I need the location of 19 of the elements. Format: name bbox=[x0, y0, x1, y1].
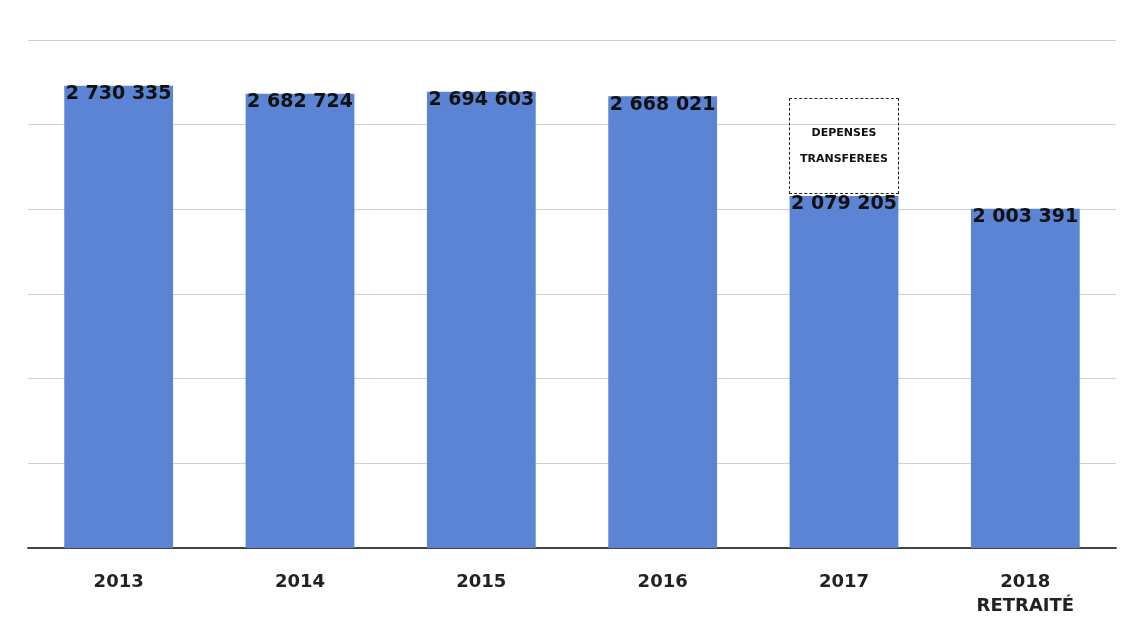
data-label: 2 682 724 bbox=[247, 89, 353, 112]
bar bbox=[426, 91, 536, 548]
dashed-text-box: DEPENSES TRANSFEREES bbox=[789, 97, 899, 194]
data-label: 2 668 021 bbox=[609, 91, 716, 114]
x-tick-label: 2015 bbox=[456, 569, 507, 591]
data-label: 2 079 205 bbox=[791, 191, 897, 214]
bar bbox=[970, 208, 1080, 548]
x-tick-label: 2016 bbox=[637, 569, 688, 591]
x-tick-label: 2017 bbox=[818, 569, 870, 591]
data-label: 2 003 391 bbox=[972, 204, 1079, 227]
x-tick-label: 2014 bbox=[274, 569, 326, 591]
data-label: 2 694 603 bbox=[428, 87, 535, 110]
x-tick-label: 2013 bbox=[93, 569, 144, 591]
data-label: 2 730 335 bbox=[65, 81, 172, 104]
bar bbox=[64, 85, 174, 548]
bar bbox=[245, 93, 355, 548]
bar bbox=[789, 195, 899, 548]
x-tick-label: 2018 RETRAITÉ bbox=[976, 569, 1075, 615]
bar bbox=[608, 96, 718, 548]
